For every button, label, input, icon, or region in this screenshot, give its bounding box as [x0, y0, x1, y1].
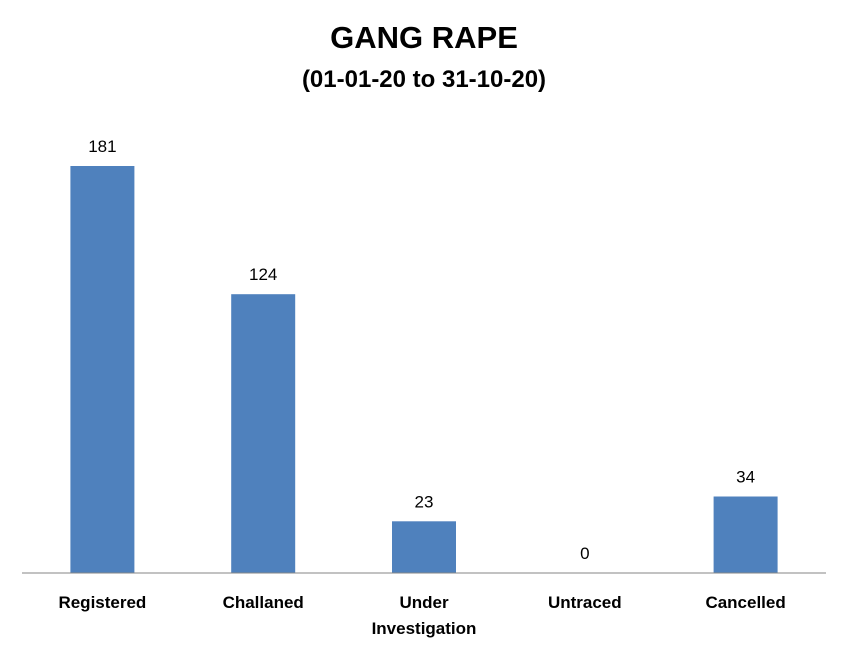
category-labels-group: Registered Challaned Under Investigation Unt… [58, 593, 785, 638]
value-label-cancelled: 34 [736, 468, 755, 487]
category-label-under-investigation: Under Investigation [372, 593, 477, 638]
category-label-untraced: Untraced [548, 593, 622, 612]
bar-challaned [231, 294, 296, 573]
value-label-challaned: 124 [249, 265, 277, 284]
category-label-challaned: Challaned [223, 593, 304, 612]
category-label-registered: Registered [58, 593, 146, 612]
bars-group [70, 166, 778, 573]
bar-registered [70, 166, 135, 573]
value-label-untraced: 0 [580, 544, 589, 563]
bar-under-investigation [392, 521, 456, 573]
category-label-cancelled: Cancelled [705, 593, 785, 612]
chart-subtitle: (01-01-20 to 31-10-20) [301, 66, 547, 93]
value-labels-group: 181 124 23 0 34 [88, 137, 755, 563]
bar-cancelled [713, 496, 778, 573]
value-label-registered: 181 [88, 137, 116, 156]
value-label-under-investigation: 23 [415, 492, 434, 511]
chart-title: GANG RAPE [330, 20, 518, 55]
